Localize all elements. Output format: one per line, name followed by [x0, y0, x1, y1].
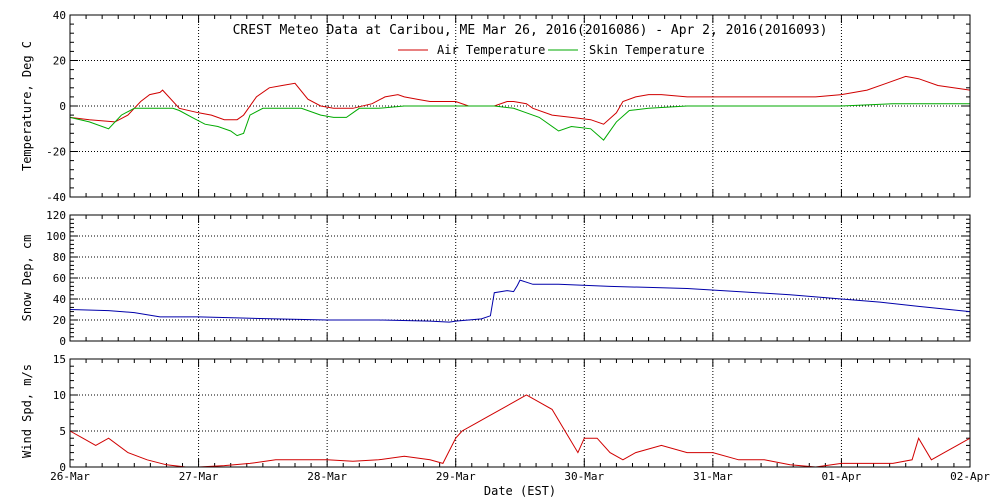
temperature-frame [69, 14, 971, 198]
wind-speed-frame [69, 358, 971, 468]
temperature-ytick-label: -20 [46, 146, 66, 159]
x-axis-label: Date (EST) [484, 484, 556, 498]
temperature-ytick-label: 0 [59, 100, 66, 113]
legend: Air Temperature Skin Temperature [398, 43, 705, 57]
snow-depth-ytick-label: 80 [53, 251, 66, 264]
snow-depth-ytick-label: 0 [59, 335, 66, 348]
wind-speed-panel: 0 5 10 15 [53, 353, 971, 474]
y-axis-label-wind-speed: Wind Spd, m/s [20, 364, 34, 458]
snow-depth-ytick-label: 40 [53, 293, 66, 306]
x-tick-label: 29-Mar [436, 470, 476, 483]
wind-speed-ytick-label: 10 [53, 389, 66, 402]
snow-depth-series-0-line [69, 279, 971, 323]
x-tick-label: 28-Mar [307, 470, 347, 483]
snow-depth-ytick-label: 20 [53, 314, 66, 327]
x-tick-label: 01-Apr [822, 470, 862, 483]
legend-skin-label: Skin Temperature [589, 43, 705, 57]
legend-air-label: Air Temperature [437, 43, 545, 57]
wind-speed-ytick-label: 15 [53, 353, 66, 366]
snow-depth-ytick-label: 120 [46, 209, 66, 222]
snow-depth-ytick-label: 100 [46, 230, 66, 243]
snow-depth-frame [69, 214, 971, 342]
temperature-ytick-label: 40 [53, 9, 66, 22]
x-tick-label: 26-Mar [50, 470, 90, 483]
x-tick-label: 27-Mar [179, 470, 219, 483]
temperature-panel: -40 -20 0 20 40 [46, 9, 971, 204]
wind-speed-ytick-label: 5 [59, 425, 66, 438]
snow-depth-panel: 0 20 40 60 80 100 120 [46, 209, 971, 348]
x-tick-label: 30-Mar [564, 470, 604, 483]
y-axis-label-temperature: Temperature, Deg C [20, 41, 34, 171]
x-tick-label: 31-Mar [693, 470, 733, 483]
y-axis-label-snow-depth: Snow Dep, cm [20, 235, 34, 322]
temperature-ytick-label: -40 [46, 191, 66, 204]
temperature-ytick-label: 20 [53, 55, 66, 68]
wind-speed-ytick-label: 0 [59, 461, 66, 474]
snow-depth-ytick-label: 60 [53, 272, 66, 285]
temperature-series-0-line [69, 75, 971, 125]
temperature-series-1-line [69, 103, 970, 141]
x-tick-label: 02-Apr [950, 470, 990, 483]
chart-title: CREST Meteo Data at Caribou, ME Mar 26, … [233, 23, 828, 38]
